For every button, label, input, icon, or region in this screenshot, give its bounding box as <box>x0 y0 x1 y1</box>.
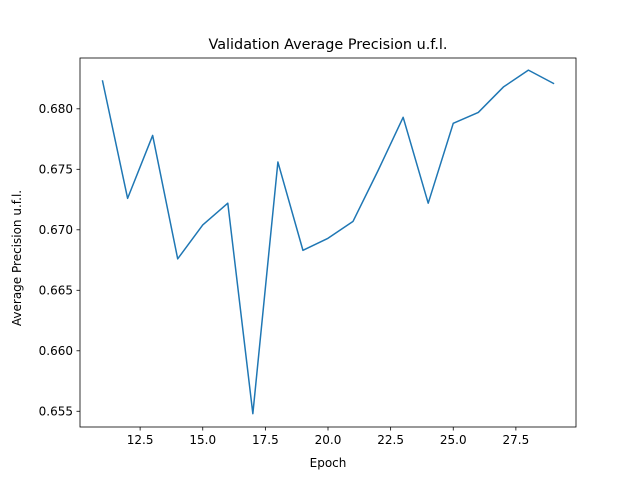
y-tick-label: 0.675 <box>39 163 73 177</box>
plot-area: 12.5 15.0 17.5 20.0 22.5 25.0 27.5 0.655 0.660 0.… <box>39 57 577 447</box>
y-tick-label: 0.665 <box>39 284 73 298</box>
x-tick-label: 17.5 <box>252 433 279 447</box>
series-line-0 <box>101 69 555 415</box>
x-tick-label: 20.0 <box>315 433 342 447</box>
y-axis-label: Average Precision u.f.l. <box>10 190 24 326</box>
y-tick-label: 0.670 <box>39 223 73 237</box>
x-axis-label: Epoch <box>310 456 347 470</box>
chart-title: Validation Average Precision u.f.l. <box>209 37 448 53</box>
x-tick-label: 27.5 <box>503 433 530 447</box>
y-tick-label: 0.680 <box>39 102 73 116</box>
axes-frame <box>79 57 577 428</box>
x-tick-label: 25.0 <box>440 433 467 447</box>
y-tick-label: 0.655 <box>39 405 73 419</box>
x-tick-label: 22.5 <box>377 433 404 447</box>
y-tick-label: 0.660 <box>39 344 73 358</box>
x-tick-label: 12.5 <box>127 433 154 447</box>
x-tick-label: 15.0 <box>189 433 216 447</box>
